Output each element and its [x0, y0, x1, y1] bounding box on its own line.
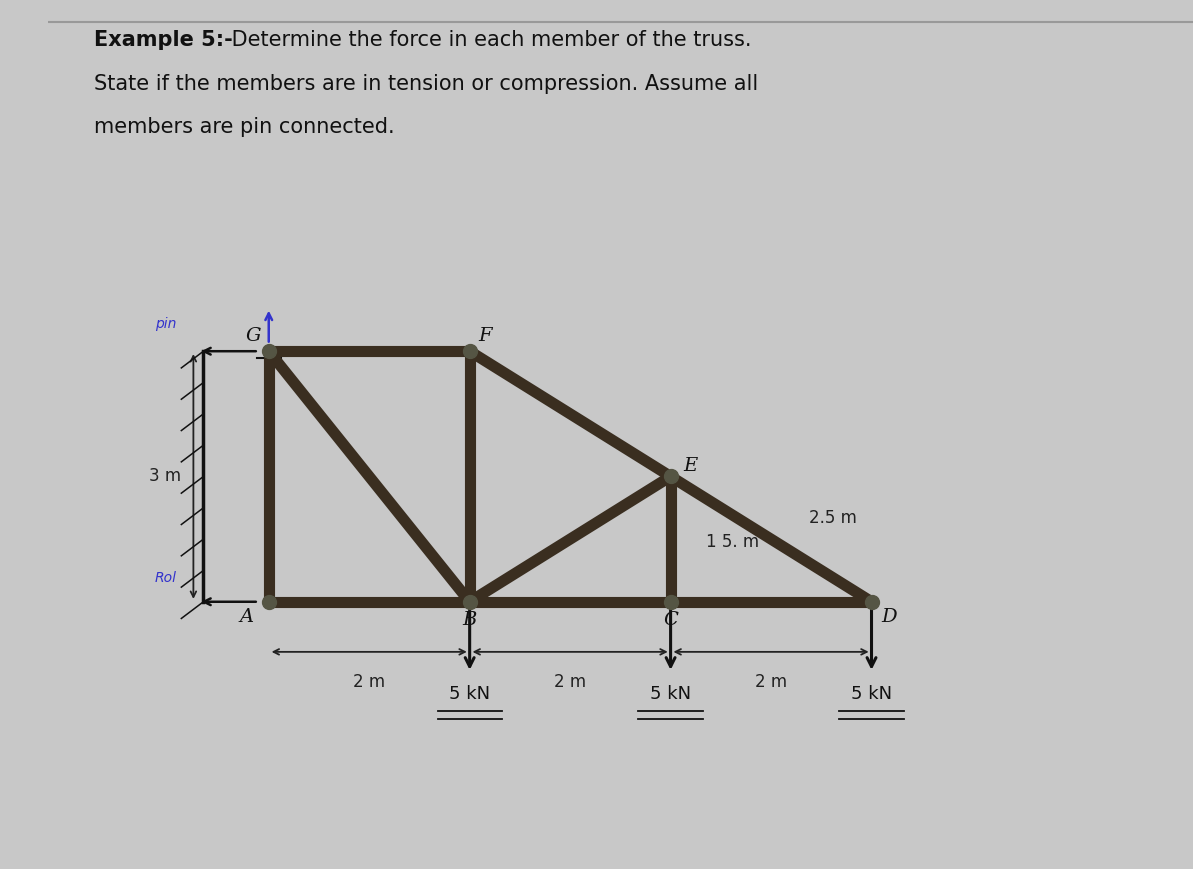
Text: Example 5:-: Example 5:-: [93, 30, 233, 50]
Text: A: A: [240, 607, 254, 626]
Text: Determine the force in each member of the truss.: Determine the force in each member of th…: [225, 30, 752, 50]
Text: B: B: [463, 611, 477, 629]
Text: pin: pin: [155, 317, 175, 331]
Text: D: D: [882, 607, 897, 626]
Text: 2 m: 2 m: [755, 673, 787, 691]
Text: E: E: [684, 457, 698, 475]
Text: C: C: [663, 611, 678, 629]
Text: G: G: [246, 328, 261, 345]
Text: State if the members are in tension or compression. Assume all: State if the members are in tension or c…: [93, 74, 758, 94]
Text: F: F: [478, 328, 492, 345]
Text: members are pin connected.: members are pin connected.: [93, 117, 394, 137]
Text: 1 5. m: 1 5. m: [706, 533, 759, 551]
Text: Rol: Rol: [154, 572, 177, 586]
Text: 5 kN: 5 kN: [851, 686, 892, 703]
Text: 5 kN: 5 kN: [449, 686, 490, 703]
Text: 2 m: 2 m: [554, 673, 586, 691]
Text: 2 m: 2 m: [353, 673, 385, 691]
Text: 5 kN: 5 kN: [650, 686, 691, 703]
Text: 2.5 m: 2.5 m: [809, 509, 858, 527]
Text: 3 m: 3 m: [149, 468, 181, 486]
